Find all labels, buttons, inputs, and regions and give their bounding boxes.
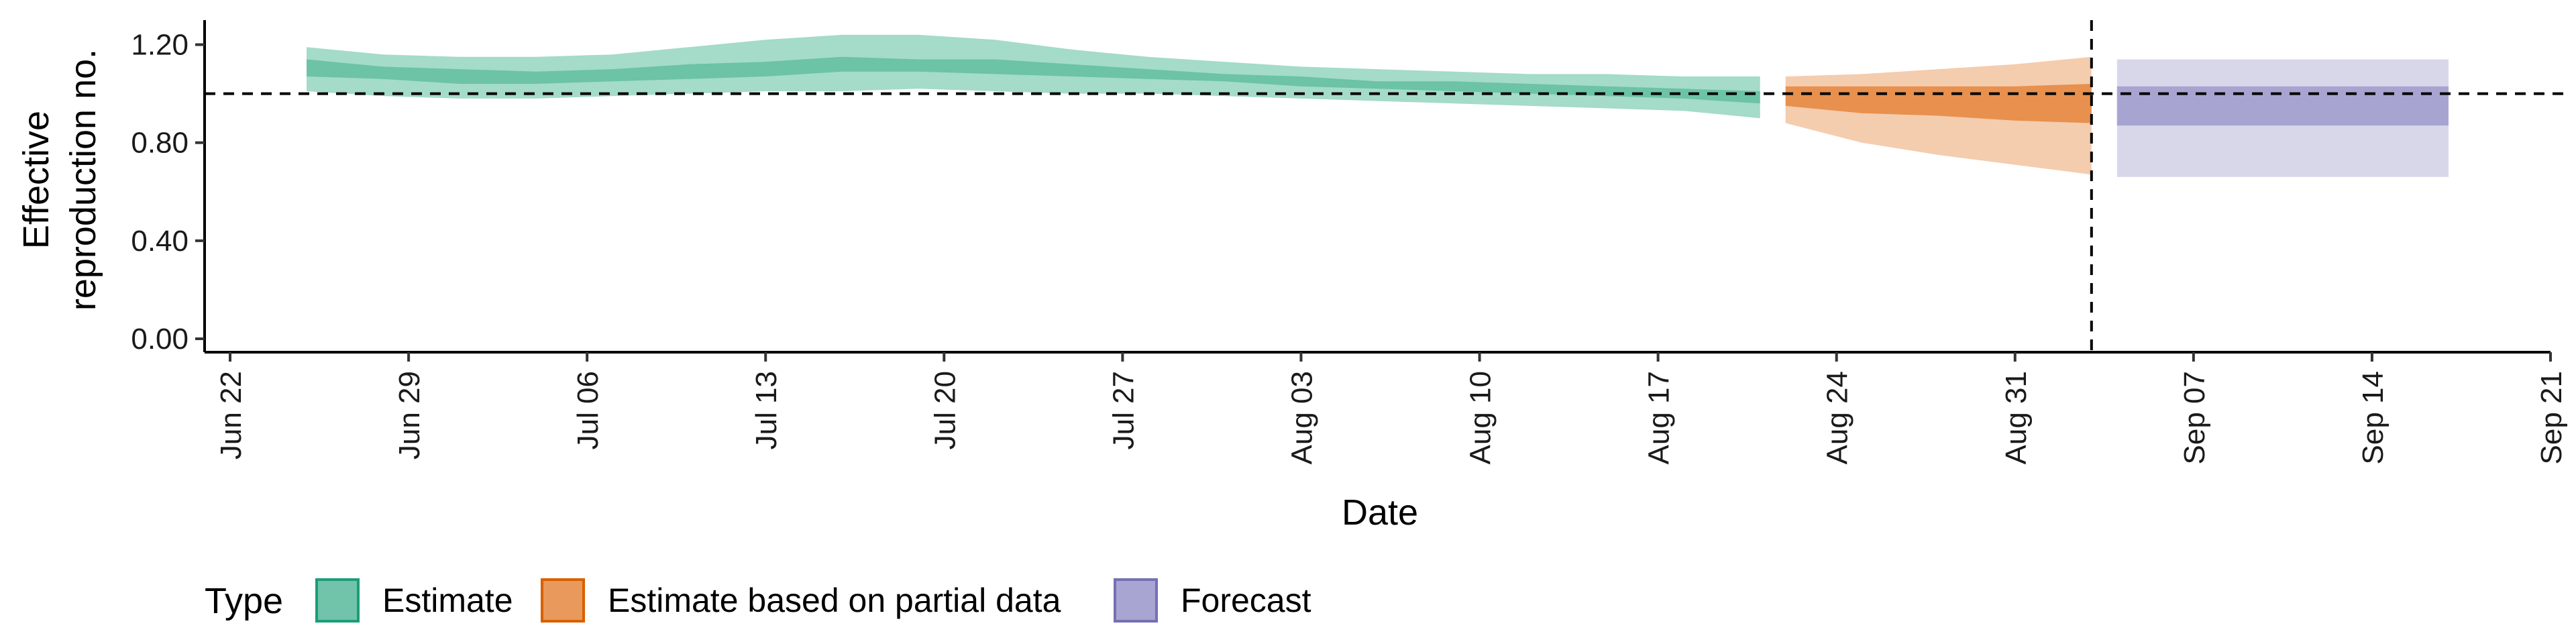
x-tick-label: Jul 13 bbox=[750, 371, 783, 449]
y-tick-label: 0.00 bbox=[131, 323, 189, 356]
y-tick-label: 0.40 bbox=[131, 225, 189, 258]
legend-label-estimate: Estimate bbox=[382, 582, 513, 619]
x-tick-labels: Jun 22 Jun 29 Jul 06 Jul 13 Jul 20 Jul 27 Aug … bbox=[215, 371, 2568, 464]
estimate-inner-band bbox=[307, 56, 1760, 104]
x-tick-label: Aug 24 bbox=[1821, 371, 1854, 464]
forecast-inner-band bbox=[2116, 86, 2449, 126]
x-tick-label: Jul 06 bbox=[572, 371, 604, 449]
y-tick-labels: 0.00 0.40 0.80 1.20 bbox=[131, 29, 189, 356]
estimate-outer-band bbox=[307, 34, 1760, 119]
x-tick-label: Sep 21 bbox=[2535, 371, 2568, 464]
x-tick-label: Jun 29 bbox=[393, 371, 426, 460]
x-tick-label: Jun 22 bbox=[215, 371, 248, 460]
y-tick-label: 1.20 bbox=[131, 29, 189, 62]
legend-label-partial: Estimate based on partial data bbox=[608, 582, 1061, 619]
bands-layer bbox=[307, 34, 2449, 177]
y-tick-label: 0.80 bbox=[131, 127, 189, 160]
axes bbox=[195, 20, 2552, 362]
x-tick-label: Jul 27 bbox=[1107, 371, 1140, 449]
legend-key-estimate bbox=[315, 578, 360, 623]
y-axis-title-line-1: Effective bbox=[16, 111, 56, 249]
legend-label-forecast: Forecast bbox=[1181, 582, 1311, 619]
x-tick-label: Aug 31 bbox=[2000, 371, 2033, 464]
x-tick-label: Aug 10 bbox=[1464, 371, 1497, 464]
x-tick-label: Sep 07 bbox=[2178, 371, 2211, 464]
x-axis-title: Date bbox=[1342, 492, 1418, 533]
x-tick-label: Aug 03 bbox=[1286, 371, 1319, 464]
x-tick-label: Jul 20 bbox=[928, 371, 961, 449]
legend-key-forecast bbox=[1114, 578, 1158, 623]
x-tick-label: Sep 14 bbox=[2357, 371, 2390, 464]
x-tick-label: Aug 17 bbox=[1643, 371, 1676, 464]
legend: Type Estimate Estimate based on partial … bbox=[205, 578, 1311, 623]
legend-title: Type bbox=[205, 581, 283, 621]
legend-key-partial bbox=[541, 578, 585, 623]
y-axis-title-line-2: reproduction no. bbox=[63, 49, 103, 311]
